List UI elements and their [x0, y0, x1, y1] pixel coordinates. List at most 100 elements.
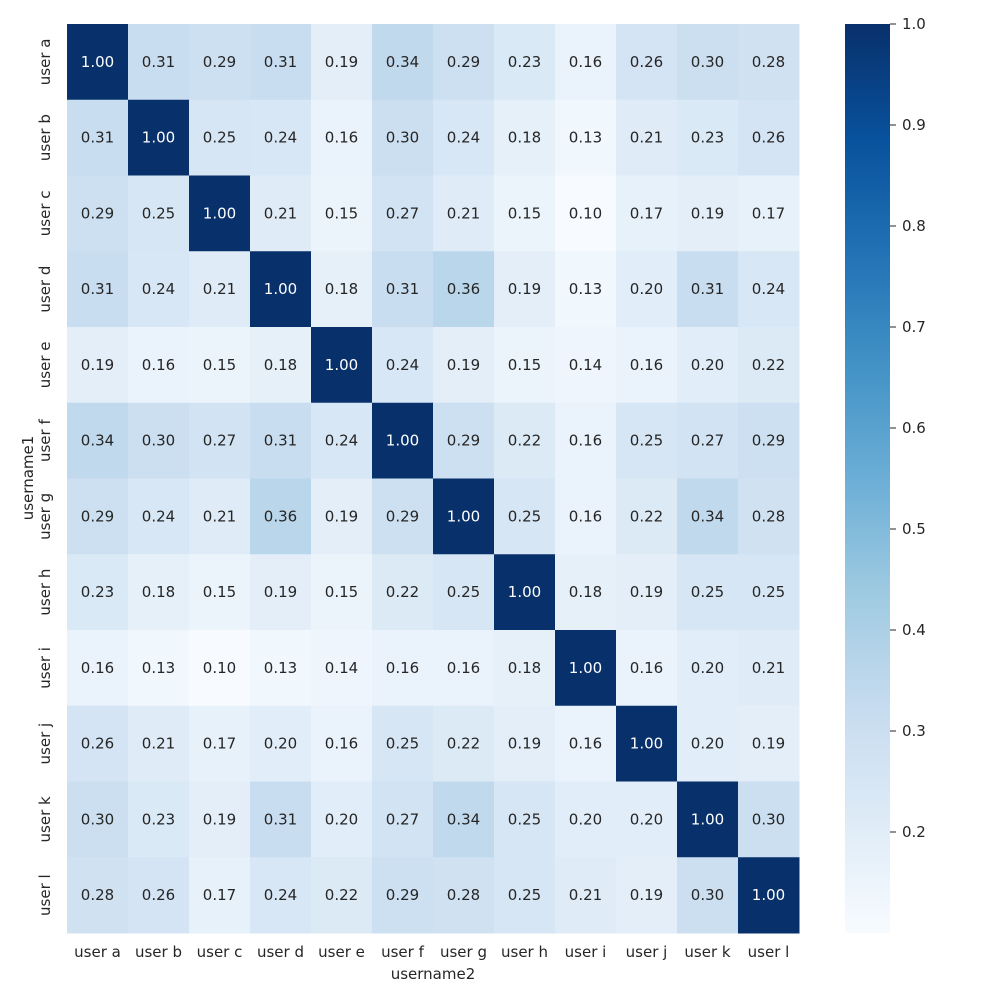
- cell-annotations: 1.00 0.31 0.29 0.31 0.19 0.34 0.29 0.23 0.16 0.26…: [81, 53, 785, 904]
- colorbar-tick-label: 0.7: [902, 318, 926, 336]
- cell-label: 0.17: [630, 204, 663, 222]
- cell-label: 0.18: [264, 356, 297, 374]
- heatmap-cell-user-d-user-a: [67, 251, 129, 328]
- cell-label: 0.28: [447, 886, 480, 904]
- cell-label: 0.18: [508, 659, 541, 677]
- cell-label: 0.24: [386, 356, 419, 374]
- cell-label: 0.34: [691, 507, 724, 525]
- cell-label: 0.30: [691, 886, 724, 904]
- cell-label: 0.25: [691, 583, 724, 601]
- heatmap-cell-user-e-user-d: [250, 327, 312, 404]
- colorbar: [845, 24, 890, 933]
- heatmap-cell-user-g-user-e: [311, 478, 373, 555]
- cell-label: 1.00: [142, 129, 175, 147]
- heatmap-cell-user-b-user-j: [616, 99, 678, 176]
- colorbar-tick-label: 0.4: [902, 621, 926, 639]
- heatmap-cell-user-g-user-d: [250, 478, 312, 555]
- heatmap-cell-user-l-user-c: [189, 857, 251, 934]
- heatmap-cell-user-l-user-i: [555, 857, 617, 934]
- cell-label: 0.25: [142, 204, 175, 222]
- heatmap-cell-user-i-user-b: [128, 630, 190, 707]
- cell-label: 0.29: [752, 432, 785, 450]
- cell-label: 0.21: [569, 886, 602, 904]
- cell-label: 0.24: [142, 507, 175, 525]
- heatmap-cell-user-e-user-h: [494, 327, 556, 404]
- heatmap-cell-user-b-user-a: [67, 99, 129, 176]
- heatmap-cell-user-e-user-g: [433, 327, 495, 404]
- heatmap-cell-user-i-user-k: [677, 630, 739, 707]
- cell-label: 0.34: [81, 432, 114, 450]
- heatmap-cell-user-l-user-f: [372, 857, 434, 934]
- cell-label: 0.30: [691, 53, 724, 71]
- heatmap-cell-user-k-user-d: [250, 781, 312, 858]
- cell-label: 0.22: [447, 735, 480, 753]
- cell-label: 1.00: [81, 53, 114, 71]
- y-tick-label: user i: [36, 647, 54, 689]
- y-tick-label: user h: [36, 569, 54, 616]
- cell-label: 0.27: [386, 204, 419, 222]
- heatmap-cell-user-b-user-i: [555, 99, 617, 176]
- cell-label: 1.00: [630, 735, 663, 753]
- heatmap-cell-user-f-user-f: [372, 402, 434, 479]
- cell-label: 0.24: [752, 280, 785, 298]
- cell-label: 0.19: [81, 356, 114, 374]
- cell-label: 0.19: [447, 356, 480, 374]
- cell-label: 0.31: [264, 810, 297, 828]
- heatmap-cell-user-j-user-f: [372, 705, 434, 782]
- heatmap-cell-user-k-user-e: [311, 781, 373, 858]
- cell-label: 0.21: [447, 204, 480, 222]
- x-tick-label: user a: [74, 943, 121, 961]
- cell-label: 0.22: [752, 356, 785, 374]
- cell-label: 0.27: [203, 432, 236, 450]
- cell-label: 0.16: [325, 129, 358, 147]
- cell-label: 0.36: [264, 507, 297, 525]
- cell-label: 0.28: [81, 886, 114, 904]
- cell-label: 0.21: [203, 280, 236, 298]
- heatmap-cell-user-f-user-i: [555, 402, 617, 479]
- heatmap-cell-user-k-user-b: [128, 781, 190, 858]
- heatmap-cell-user-b-user-k: [677, 99, 739, 176]
- heatmap-cell-user-b-user-l: [738, 99, 800, 176]
- heatmap-cell-user-k-user-i: [555, 781, 617, 858]
- heatmap-cell-user-h-user-k: [677, 554, 739, 631]
- cell-label: 0.29: [386, 507, 419, 525]
- y-tick-labels: user a user b user c user d user e user f user…: [36, 39, 54, 916]
- cell-label: 1.00: [752, 886, 785, 904]
- x-tick-label: user k: [684, 943, 730, 961]
- heatmap-cell-user-h-user-e: [311, 554, 373, 631]
- heatmap-cell-user-l-user-k: [677, 857, 739, 934]
- heatmap-cells: [67, 24, 800, 934]
- heatmap-cell-user-c-user-h: [494, 175, 556, 252]
- heatmap-cell-user-d-user-c: [189, 251, 251, 328]
- heatmap-cell-user-l-user-d: [250, 857, 312, 934]
- cell-label: 0.29: [81, 204, 114, 222]
- heatmap-cell-user-d-user-l: [738, 251, 800, 328]
- cell-label: 0.13: [569, 129, 602, 147]
- cell-label: 0.19: [691, 204, 724, 222]
- cell-label: 0.18: [569, 583, 602, 601]
- heatmap-cell-user-h-user-j: [616, 554, 678, 631]
- cell-label: 0.27: [691, 432, 724, 450]
- heatmap-cell-user-b-user-g: [433, 99, 495, 176]
- heatmap-cell-user-i-user-g: [433, 630, 495, 707]
- cell-label: 0.20: [569, 810, 602, 828]
- heatmap-cell-user-l-user-g: [433, 857, 495, 934]
- heatmap-cell-user-f-user-j: [616, 402, 678, 479]
- cell-label: 0.23: [81, 583, 114, 601]
- cell-label: 0.30: [81, 810, 114, 828]
- cell-label: 1.00: [325, 356, 358, 374]
- heatmap-cell-user-k-user-a: [67, 781, 129, 858]
- cell-label: 0.17: [203, 886, 236, 904]
- heatmap-cell-user-e-user-l: [738, 327, 800, 404]
- heatmap-cell-user-b-user-h: [494, 99, 556, 176]
- heatmap-cell-user-a-user-f: [372, 24, 434, 101]
- heatmap-cell-user-a-user-c: [189, 24, 251, 101]
- cell-label: 0.28: [752, 53, 785, 71]
- cell-label: 0.16: [325, 735, 358, 753]
- heatmap-cell-user-d-user-f: [372, 251, 434, 328]
- heatmap-cell-user-j-user-b: [128, 705, 190, 782]
- heatmap-cell-user-a-user-k: [677, 24, 739, 101]
- heatmap-cell-user-c-user-k: [677, 175, 739, 252]
- x-tick-label: user j: [626, 943, 668, 961]
